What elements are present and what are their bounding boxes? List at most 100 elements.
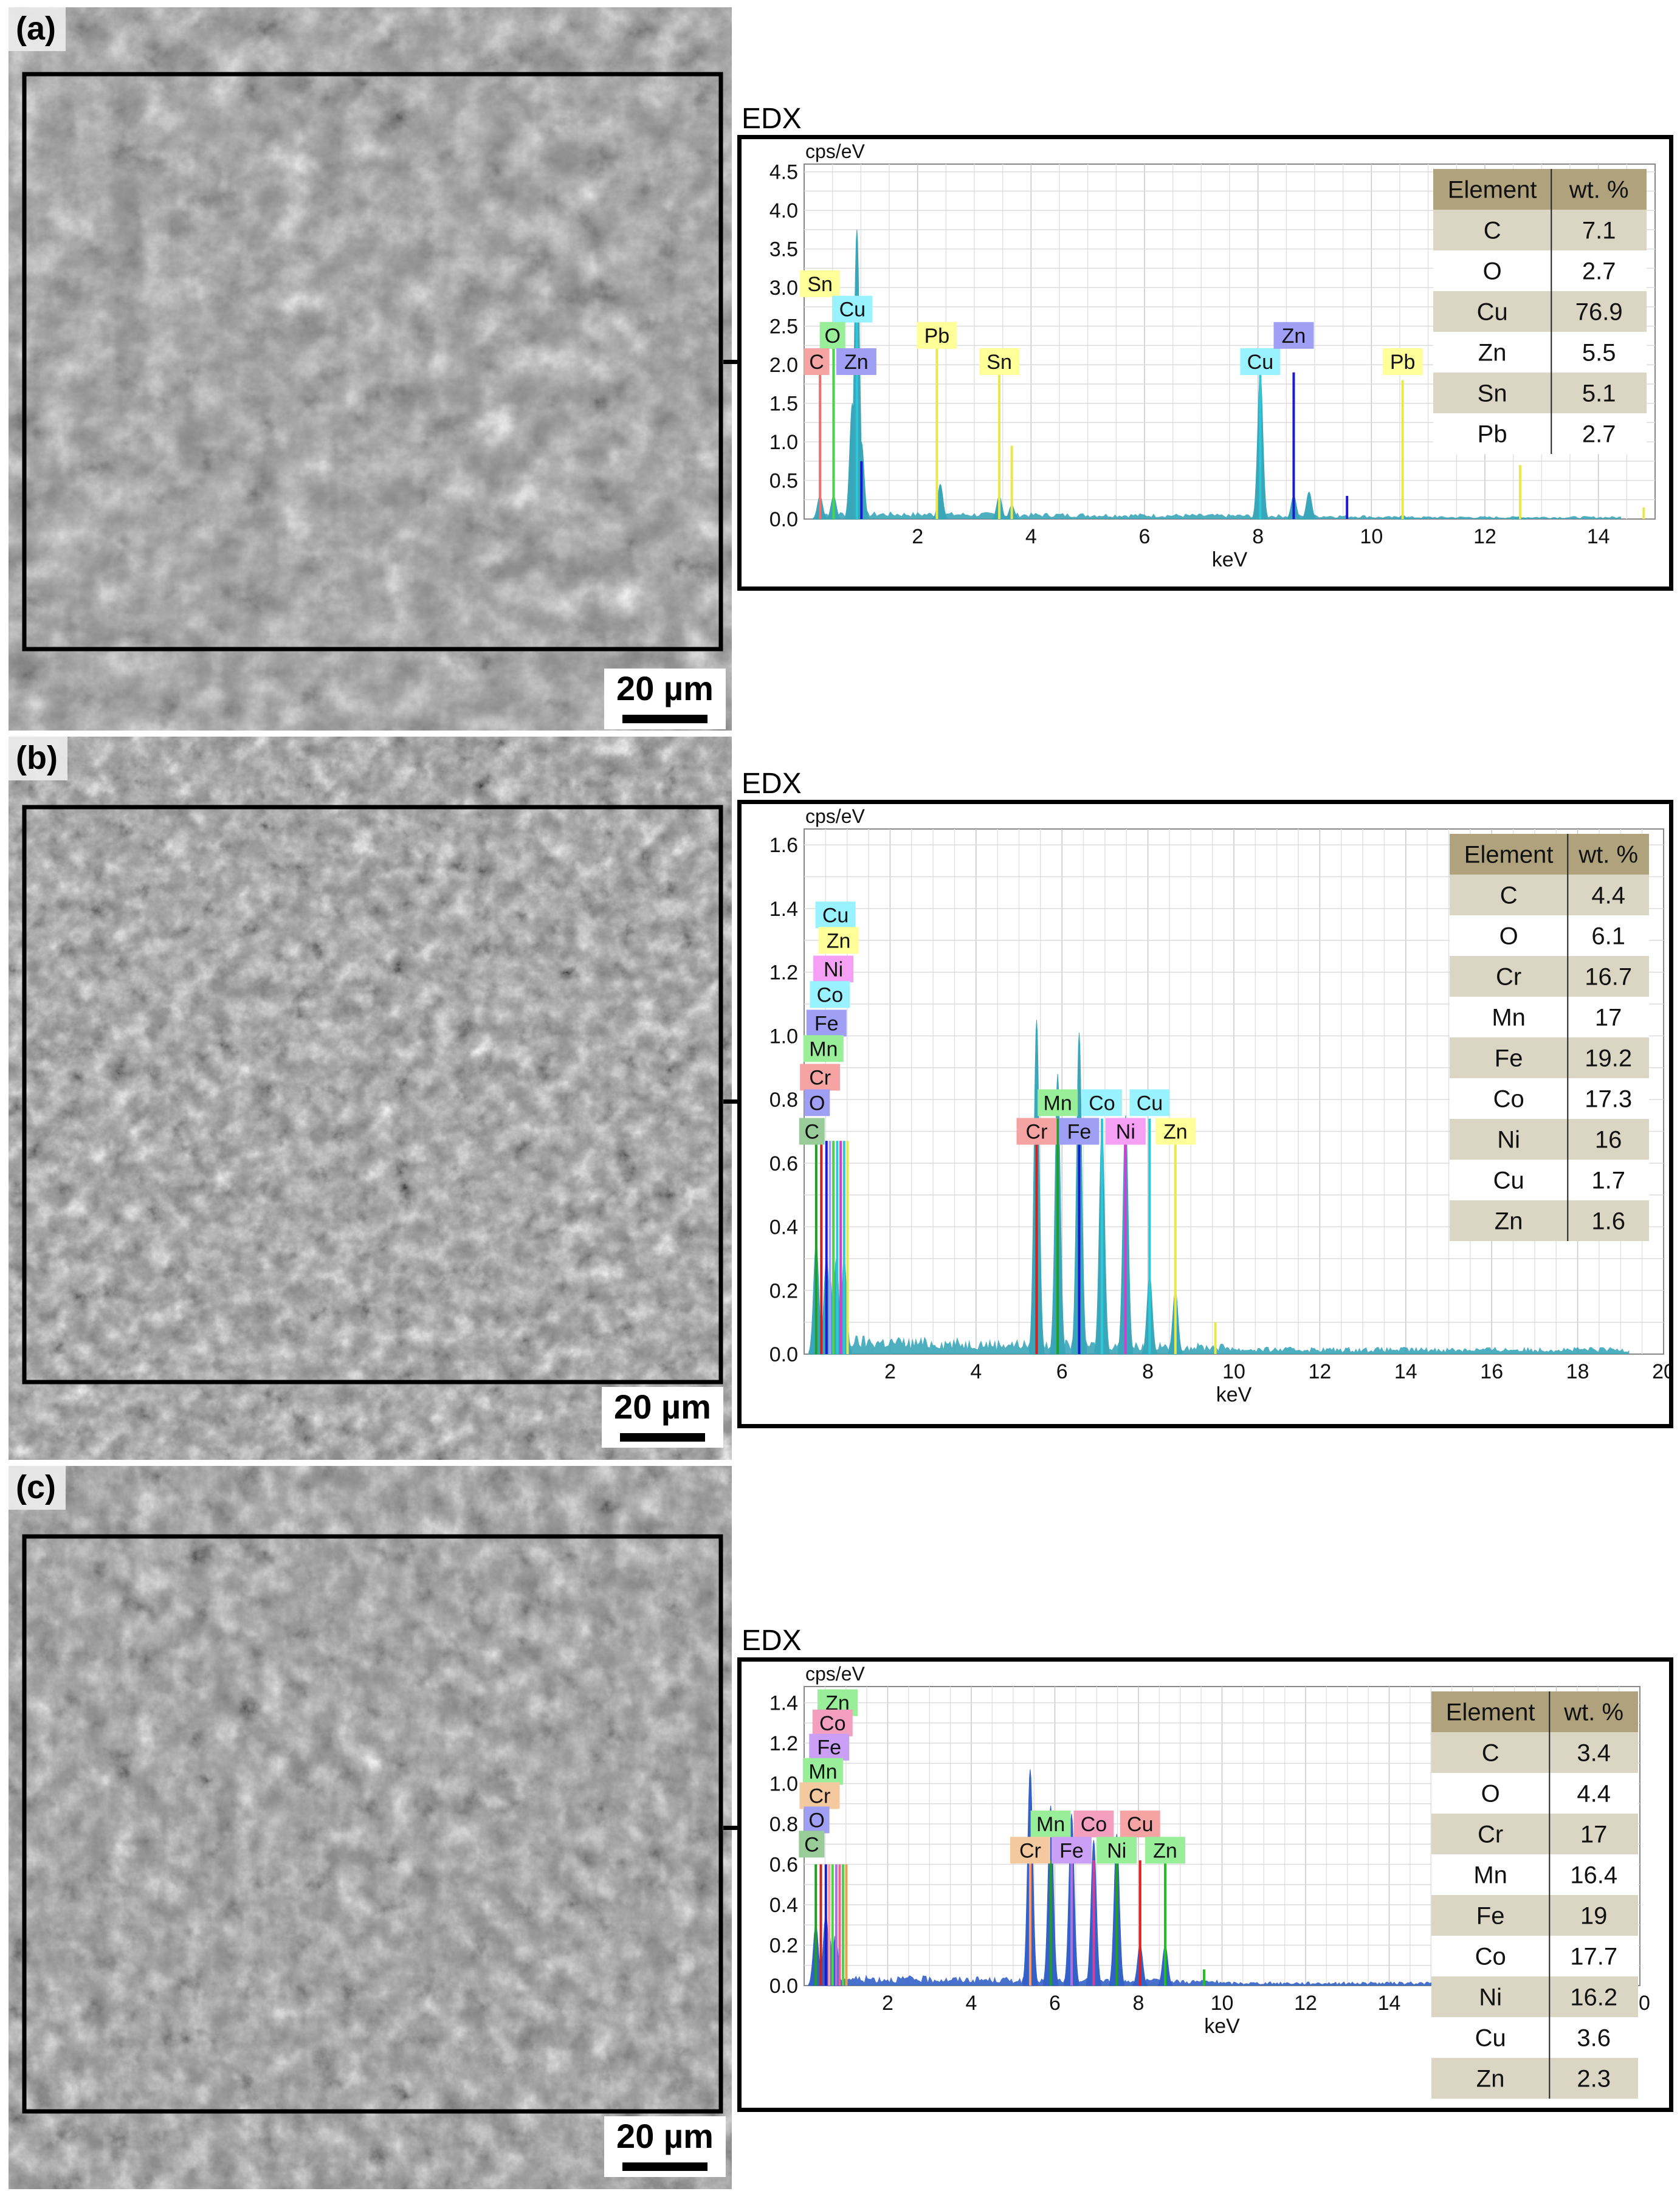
composition-table: Element wt. % C 4.4 O 6.1 Cr 16.7 Mn 17 Fe 19.2 Co 17…	[1450, 834, 1649, 1241]
table-row	[1433, 332, 1647, 373]
element-label: Cr	[809, 1066, 831, 1089]
element-label: C	[804, 1120, 819, 1143]
x-tick-label: 16	[1480, 1360, 1503, 1383]
element-label-box	[818, 927, 859, 954]
table-cell-element: Mn	[1492, 1005, 1526, 1031]
element-label-box	[1105, 1118, 1146, 1145]
table-cell-element: Co	[1475, 1944, 1506, 1970]
y-tick-label: 0.2	[769, 1279, 798, 1302]
table-row	[1433, 250, 1647, 291]
x-tick-label: 4	[966, 1992, 977, 2015]
element-label: Cr	[808, 1785, 830, 1808]
table-header-wt: wt. %	[1578, 842, 1638, 868]
element-label: Fe	[1059, 1839, 1084, 1862]
sem-image-b	[9, 737, 732, 1460]
y-tick-label: 0.6	[769, 1854, 798, 1877]
scale-bar-line-b	[620, 1433, 705, 1442]
y-axis-label: cps/eV	[805, 1663, 865, 1685]
table-cell-element: Pb	[1478, 421, 1507, 448]
axes: 0.0 0.2 0.4 0.6 0.8 1.0 1.2 1.4 1.6 2 4 6 8 10 12 14 16 1…	[769, 805, 1675, 1406]
element-label: Ni	[1116, 1120, 1135, 1143]
element-lines	[814, 1860, 1205, 1986]
element-label: Co	[1081, 1813, 1107, 1836]
element-label: Pb	[924, 325, 950, 348]
element-label-box	[800, 1064, 841, 1091]
table-cell-wt: 76.9	[1575, 299, 1623, 326]
x-tick-label: 8	[1252, 525, 1264, 548]
table-cell-wt: 16.2	[1570, 1984, 1617, 2011]
table-row	[1431, 1854, 1638, 1895]
table-header-row	[1433, 169, 1647, 210]
y-tick-label: 3.0	[769, 277, 798, 300]
edx-title-b: EDX	[742, 768, 802, 800]
element-label: Zn	[827, 929, 851, 952]
element-label-box	[806, 1010, 847, 1037]
edx-spectrum-b: Cu Zn Ni Co Fe Mn Cr O C Mn Co Cu Cr Fe Ni Zn 0.0 0.2 0.4 0…	[737, 800, 1675, 1428]
roi-box-a	[22, 72, 723, 652]
scale-bar-c: 20 µm	[604, 2116, 726, 2177]
element-label-box	[1016, 1118, 1057, 1145]
element-label-box	[799, 1782, 840, 1809]
table-cell-wt: 16	[1595, 1127, 1622, 1154]
element-label-box	[812, 1709, 853, 1736]
table-cell-wt: 16.4	[1570, 1862, 1617, 1889]
spectrum-background	[812, 1974, 1606, 1986]
element-label-box	[1059, 1118, 1100, 1145]
spectrum-peak	[1301, 491, 1317, 520]
element-label-box	[917, 322, 957, 349]
element-label: O	[809, 1092, 825, 1115]
table-row	[1431, 1773, 1638, 1814]
x-tick-label: 4	[1025, 525, 1037, 548]
table-cell-element: O	[1481, 1781, 1500, 1807]
table-row	[1450, 997, 1649, 1037]
table-cell-element: Ni	[1479, 1984, 1502, 2011]
x-tick-label: 8	[1142, 1360, 1154, 1383]
table-cell-element: Cu	[1493, 1168, 1524, 1194]
table-row	[1433, 413, 1647, 454]
table-row	[1431, 2058, 1638, 2099]
x-tick-label: 2	[882, 1992, 893, 2015]
element-label: Cu	[839, 298, 866, 322]
axes: 0.0 0.2 0.4 0.6 0.8 1.0 1.2 1.4 2 4 6 8 10 12 14 0 cps/e…	[769, 1663, 1650, 2038]
edx-spectrum-c: Zn Co Fe Mn Cr O C Mn Co Cu Cr Fe Ni Zn 0.0 0.2 0.4 0.6 0.…	[737, 1657, 1673, 2112]
table-row	[1450, 1119, 1649, 1160]
table-cell-wt: 4.4	[1577, 1781, 1611, 1807]
y-tick-label: 0.0	[769, 508, 798, 531]
table-header-element: Element	[1446, 1699, 1535, 1726]
element-label: Mn	[808, 1761, 837, 1784]
x-tick-label: 14	[1394, 1360, 1417, 1383]
table-cell-wt: 16.7	[1585, 964, 1632, 991]
y-tick-label: 3.5	[769, 238, 798, 261]
element-label-box	[804, 348, 830, 376]
element-label-box	[1010, 1837, 1050, 1864]
table-cell-wt: 2.7	[1582, 258, 1616, 285]
y-tick-label: 0.0	[769, 1343, 798, 1366]
element-label-box	[799, 1118, 825, 1145]
element-label: Fe	[817, 1736, 841, 1759]
table-row	[1450, 875, 1649, 915]
element-label: Co	[819, 1712, 845, 1735]
table-row	[1450, 1037, 1649, 1078]
table-cell-element: Zn	[1478, 340, 1507, 366]
element-label-box	[1038, 1089, 1078, 1116]
y-tick-label: 0.2	[769, 1935, 798, 1958]
table-cell-element: O	[1483, 258, 1502, 285]
table-cell-wt: 5.5	[1582, 340, 1616, 366]
element-label-box	[1145, 1837, 1185, 1864]
element-label: Sn	[986, 351, 1012, 374]
x-tick-label: 2	[912, 525, 923, 548]
y-tick-label: 2.0	[769, 354, 798, 377]
edx-spectrum-a: Sn Cu O C Zn Pb Sn Cu Zn Pb 0.0 0.5 1.0 1.5 2.0 2.5 3.0 3…	[737, 135, 1673, 591]
table-cell-element: Zn	[1495, 1208, 1523, 1235]
x-tick-label: 8	[1133, 1992, 1145, 2015]
y-tick-label: 1.0	[769, 431, 798, 454]
table-row	[1431, 1814, 1638, 1854]
scale-bar-a: 20 µm	[604, 669, 726, 729]
element-label-box	[1129, 1089, 1170, 1116]
x-axis-label: keV	[1216, 1383, 1252, 1406]
y-tick-label: 2.5	[769, 315, 798, 339]
table-row	[1431, 1732, 1638, 1773]
panel-label-b: (b)	[9, 737, 67, 780]
